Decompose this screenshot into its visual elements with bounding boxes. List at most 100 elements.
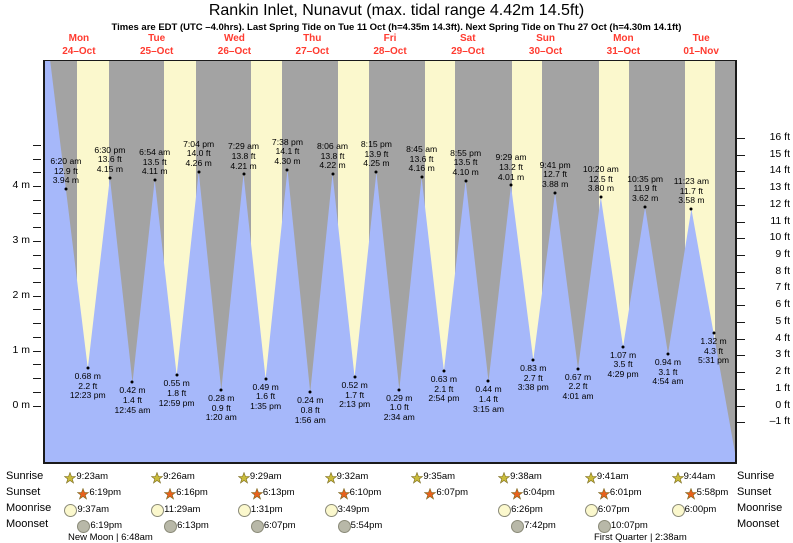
- axis-tick-right: [737, 137, 745, 139]
- row-label-moonset-right: Moonset: [737, 518, 780, 530]
- moonrise-time-5: 6:26pm: [511, 504, 543, 515]
- row-label-moonrise-right: Moonrise: [737, 502, 783, 514]
- axis-tick-left: [33, 350, 41, 352]
- tide-label-line: 4.11 m: [141, 166, 168, 177]
- axis-tick-left: [33, 158, 41, 160]
- moon-phase-0: New Moon | 6:48am: [68, 532, 153, 543]
- day-header-date: 25–Oct: [139, 45, 174, 57]
- tide-label-line: 3.1 ft: [658, 366, 678, 377]
- axis-label-right: 11 ft: [770, 214, 790, 227]
- tide-point-high: [197, 170, 201, 174]
- sunrise-star-icon: [584, 471, 598, 484]
- tide-label-line: 8:55 pm: [450, 147, 482, 158]
- tide-label-25: 1.07 m 3.5 ft 4:29 pm: [608, 349, 639, 380]
- day-header-dow: Mon: [68, 33, 90, 44]
- sunrise-star-icon: [324, 471, 338, 484]
- tide-label-line: 2.1 ft: [434, 383, 454, 394]
- sunrise-time-3: 9:32am: [336, 471, 369, 482]
- axis-tick-right: [737, 422, 745, 424]
- tide-label-11: 0.24 m 0.8 ft 1:56 am: [295, 396, 326, 425]
- axis-label-left: 3 m: [12, 233, 30, 246]
- tide-label-line: 0.44 m: [475, 384, 502, 395]
- tide-label-line: 0.24 m: [297, 395, 324, 406]
- moonrise-icon: [64, 504, 78, 517]
- axis-label-left: 2 m: [12, 288, 30, 301]
- axis-label-right: 0 ft: [775, 398, 790, 411]
- tide-label-line: 3.62 m: [631, 193, 659, 204]
- tide-label-line: 0.68 m: [74, 371, 101, 382]
- moonset-icon: [164, 520, 178, 533]
- tide-label-6: 7:04 pm 14.0 ft 4.26 m: [183, 138, 215, 169]
- moonset-time-1: 6:13pm: [177, 520, 209, 531]
- tide-label-23: 0.67 m 2.2 ft 4:01 am: [562, 372, 593, 402]
- day-header-dow: Sun: [536, 33, 556, 44]
- moonrise-icon: [237, 504, 251, 517]
- tide-label-18: 8:55 pm 13.5 ft 4.10 m: [450, 147, 482, 178]
- axis-label-right: 2 ft: [775, 365, 790, 378]
- day-header-dow: Fri: [383, 33, 397, 44]
- axis-tick-left: [33, 186, 41, 187]
- tide-label-line: 11.9 ft: [633, 183, 657, 194]
- row-label-sunrise-right: Sunrise: [737, 470, 775, 482]
- tide-label-line: 13.5 ft: [142, 156, 167, 167]
- tide-label-line: 6:30 pm: [94, 144, 126, 155]
- moonset-icon: [337, 520, 351, 533]
- day-header-3: Thu 27–Oct: [273, 33, 351, 59]
- axis-tick-right: [737, 221, 745, 223]
- tide-point-low: [175, 373, 179, 377]
- sunset-star-icon: [423, 487, 437, 500]
- tide-label-line: 8:45 am: [406, 144, 438, 155]
- tide-label-line: 0.9 ft: [211, 402, 231, 413]
- axis-tick-right: [737, 372, 745, 374]
- moonset-time-2: 6:07pm: [263, 520, 296, 531]
- sunrise-time-4: 9:35am: [423, 471, 456, 482]
- tide-label-22: 9:41 pm 12.7 ft 3.88 m: [539, 159, 571, 190]
- tide-label-line: 0.55 m: [163, 378, 190, 389]
- tide-label-line: 2:34 am: [383, 411, 415, 422]
- tide-label-line: 12.9 ft: [53, 165, 78, 176]
- axis-tick-right: [737, 188, 745, 190]
- tide-label-line: 1.07 m: [609, 349, 637, 360]
- tide-point-high: [374, 170, 378, 174]
- tide-label-8: 7:29 am 13.8 ft 4.21 m: [228, 142, 259, 171]
- tide-label-line: 2:13 pm: [339, 399, 371, 410]
- day-header-0: Mon 24–Oct: [40, 33, 118, 59]
- tide-label-line: 4.10 m: [452, 166, 479, 177]
- row-label-sunset-left: Sunset: [6, 486, 41, 498]
- axis-label-right: 6 ft: [775, 298, 790, 311]
- day-header-date: 31–Oct: [606, 45, 641, 57]
- sunset-time-1: 6:16pm: [176, 487, 208, 498]
- tide-label-line: 1.4 ft: [478, 393, 499, 404]
- moonrise-icon: [151, 504, 165, 517]
- tide-label-line: 4.01 m: [497, 171, 525, 182]
- axis-tick-left: [33, 144, 41, 146]
- tide-label-line: 3.88 m: [541, 178, 569, 189]
- sunrise-star-icon: [410, 471, 424, 484]
- tide-label-line: 2.2 ft: [78, 380, 98, 391]
- sunset-time-2: 6:13pm: [262, 487, 295, 498]
- tide-point-high: [153, 178, 157, 182]
- tide-label-line: 7:04 pm: [183, 138, 215, 149]
- tide-label-24: 10:20 am 12.5 ft 3.80 m: [583, 164, 619, 194]
- axis-tick-left: [33, 405, 41, 407]
- tide-label-line: 9:41 pm: [539, 159, 571, 170]
- axis-tick-right: [737, 238, 745, 240]
- day-header-8: Tue 01–Nov: [662, 33, 740, 59]
- tide-label-line: 9:29 am: [495, 152, 527, 163]
- tide-label-line: 1:20 am: [205, 412, 237, 423]
- moonset-time-3: 5:54pm: [350, 520, 383, 531]
- tide-label-line: 8:06 am: [316, 140, 349, 151]
- day-header-dow: Tue: [148, 33, 166, 44]
- tide-label-21: 0.83 m 2.7 ft 3:38 pm: [518, 363, 549, 393]
- axis-label-right: 8 ft: [775, 264, 790, 277]
- day-header-1: Tue 25–Oct: [118, 33, 196, 59]
- axis-tick-right: [737, 355, 745, 357]
- axis-tick-left: [33, 364, 41, 366]
- tide-label-line: 0.63 m: [430, 373, 457, 384]
- tide-label-line: 1.4 ft: [122, 395, 142, 406]
- sunset-star-icon: [510, 487, 524, 500]
- tide-label-line: 1.8 ft: [167, 387, 187, 398]
- moonset-icon: [77, 520, 91, 533]
- tide-point-high: [242, 172, 246, 176]
- moonrise-time-1: 11:29am: [164, 504, 201, 515]
